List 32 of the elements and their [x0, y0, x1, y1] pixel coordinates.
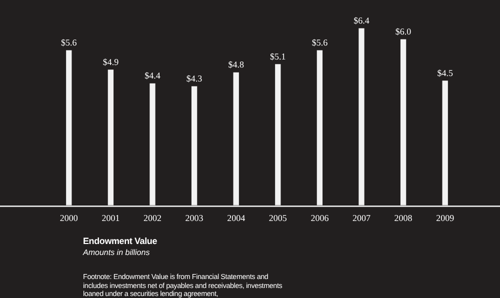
data-label: $4.5 — [437, 68, 454, 78]
data-label: $6.0 — [395, 26, 412, 36]
x-tick-label: 2008 — [394, 212, 413, 223]
bar — [191, 86, 198, 206]
x-tick-label: 2002 — [144, 212, 162, 223]
bar — [108, 70, 114, 206]
bar — [442, 80, 448, 206]
text: Endowment Value — [83, 236, 158, 246]
bar — [275, 64, 281, 206]
x-tick-label: 2004 — [227, 212, 246, 223]
data-label: $4.9 — [102, 56, 120, 67]
x-tick-label: 2000 — [60, 212, 78, 223]
data-label: $5.1 — [270, 51, 286, 62]
data-label: $4.8 — [228, 60, 244, 70]
bar — [66, 50, 72, 206]
x-tick-label: 2007 — [352, 212, 371, 223]
text: Amounts in billions — [83, 248, 150, 257]
data-label: $4.4 — [144, 70, 161, 81]
bar — [316, 50, 323, 206]
data-label: $5.6 — [312, 38, 328, 48]
data-label: $5.6 — [61, 38, 78, 48]
bar — [400, 39, 406, 206]
bar — [358, 28, 364, 206]
x-tick-label: 2006 — [310, 212, 330, 223]
x-tick-label: 2005 — [268, 212, 288, 223]
data-label: $6.4 — [354, 15, 370, 26]
bar — [233, 72, 239, 206]
bar — [150, 83, 156, 206]
x-tick-label: 2001 — [102, 212, 120, 223]
x-tick-label: 2009 — [436, 212, 455, 223]
data-label: $4.3 — [186, 73, 203, 84]
x-tick-label: 2003 — [185, 212, 204, 223]
